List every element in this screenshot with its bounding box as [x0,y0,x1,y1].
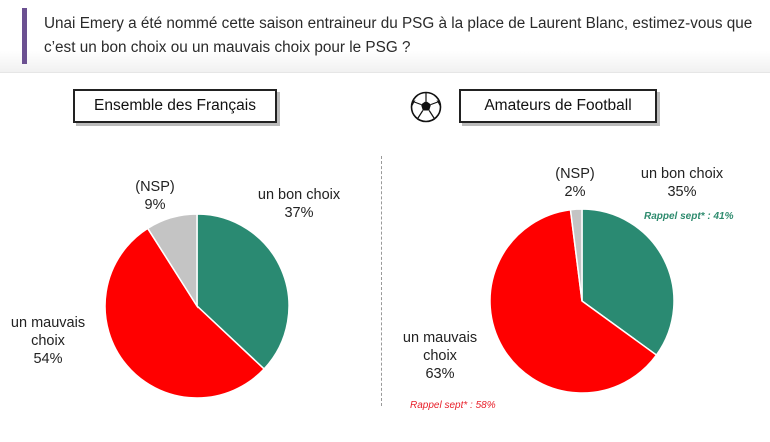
pie-left-slice-nsp [146,213,198,309]
label-right-bad-name: un mauvais choix [402,330,478,364]
label-left-good-value: 37% [284,205,314,221]
label-left-nsp-name: (NSP) [135,179,175,195]
pie-right-slice-bad [489,208,658,394]
label-left-good: un bon choix 37% [240,186,358,222]
label-left-nsp-value: 9% [144,197,166,213]
label-left-nsp: (NSP) 9% [128,178,182,214]
annotation-right-bad: Rappel sept* : 58% [410,400,496,411]
label-right-good-name: un bon choix [640,166,724,182]
question-text: Unai Emery a été nommé cette saison entr… [44,15,753,56]
label-right-good: un bon choix 35% [623,165,741,201]
label-right-bad: un mauvais choix 63% [398,329,482,383]
pie-left-slice-good [196,213,290,371]
label-right-nsp-value: 2% [564,184,586,200]
pie-right-slice-good [581,208,675,357]
label-left-bad-value: 54% [33,351,63,367]
chart-title-right: Amateurs de Football [459,89,657,123]
label-right-nsp: (NSP) 2% [548,165,602,201]
label-right-good-value: 35% [667,184,697,200]
label-right-nsp-name: (NSP) [555,166,595,182]
pie-right-slice-nsp [569,208,583,302]
label-left-good-name: un bon choix [257,187,341,203]
label-left-bad-name: un mauvais choix [10,315,86,349]
header: Unai Emery a été nommé cette saison entr… [0,0,770,73]
soccer-ball-icon [410,91,442,123]
chart-title-left: Ensemble des Français [73,89,277,123]
pie-left-slice-bad [104,227,266,399]
annotation-right-good: Rappel sept* : 41% [644,211,734,222]
label-right-bad-value: 63% [425,366,455,382]
label-left-bad: un mauvais choix 54% [6,314,90,368]
divider [381,156,382,406]
accent-bar [22,8,27,64]
